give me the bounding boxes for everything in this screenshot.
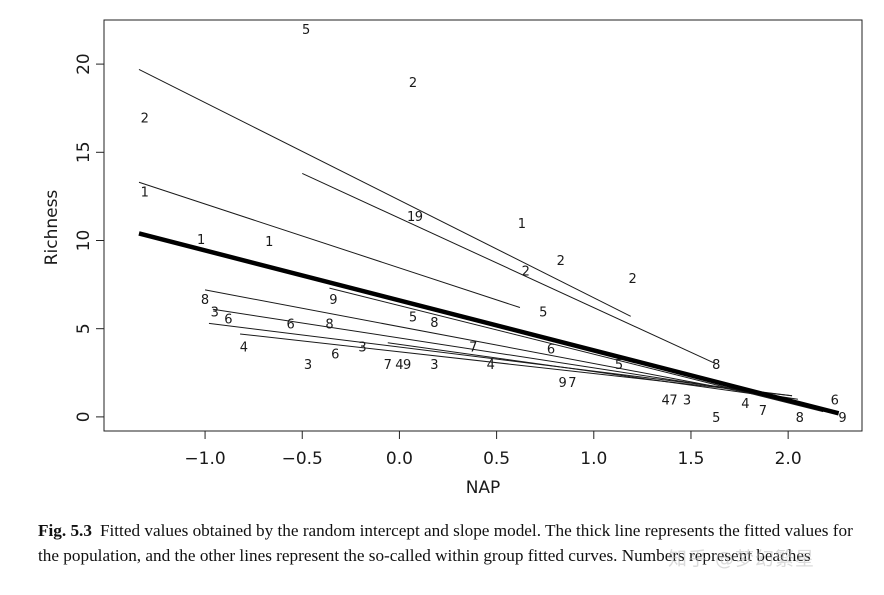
y-axis-title: Richness — [42, 190, 62, 266]
data-point-label: 7 — [568, 376, 576, 391]
data-point-label: 7 — [384, 358, 392, 373]
data-point-label: 1 — [197, 233, 205, 248]
y-tick-label: 15 — [74, 141, 94, 163]
data-point-label: 2 — [141, 111, 149, 126]
data-point-label: 8 — [796, 411, 804, 426]
data-point-label: 7 — [759, 404, 767, 419]
data-point-label: 8 — [325, 318, 333, 333]
beach-fit-line — [208, 322, 793, 397]
data-point-label: 5 — [539, 305, 547, 320]
beach-fit-line — [204, 289, 793, 402]
x-tick-label: −1.0 — [184, 449, 225, 469]
beach-fit-line — [138, 68, 631, 317]
data-point-label: 4 — [487, 358, 495, 373]
y-tick-label: 0 — [74, 411, 94, 422]
data-point-label: 9 — [329, 293, 337, 308]
data-point-label: 2 — [557, 254, 565, 269]
x-tick-label: 0.5 — [483, 449, 510, 469]
data-point-label: 8 — [201, 293, 209, 308]
chart: −1.0 −0.5 0.0 0.5 1.0 1.5 2.005101520NAPRichne… — [42, 19, 863, 498]
data-point-label: 3 — [430, 358, 438, 373]
caption-text: Fitted values obtained by the random int… — [38, 521, 853, 565]
y-tick-label: 10 — [74, 230, 94, 252]
data-point-label: 9 — [415, 210, 423, 225]
beach-fit-line — [239, 333, 793, 397]
x-tick-label: 1.0 — [580, 449, 607, 469]
data-point-label: 6 — [224, 312, 232, 327]
data-point-label: 5 — [615, 358, 623, 373]
data-point-label: 5 — [712, 411, 720, 426]
x-tick-label: 2.0 — [775, 449, 802, 469]
data-point-label: 1 — [518, 217, 526, 232]
data-point-label: 9 — [559, 376, 567, 391]
data-point-label: 9 — [403, 358, 411, 373]
figure: −1.0 −0.5 0.0 0.5 1.0 1.5 2.0 0 5 10 15 20 NAP Richne… — [42, 19, 863, 498]
data-point-label: 6 — [831, 394, 839, 409]
data-point-label: 1 — [265, 235, 273, 250]
data-point-label: 6 — [547, 342, 555, 357]
data-point-label: 4 — [741, 397, 749, 412]
population-fit-line — [138, 231, 840, 416]
data-point-label: 3 — [304, 358, 312, 373]
data-point-label: 9 — [838, 411, 846, 426]
data-point-label: 6 — [286, 318, 294, 333]
data-point-label: 4 — [240, 341, 248, 356]
x-tick-label: 1.5 — [677, 449, 704, 469]
data-point-label: 2 — [409, 76, 417, 91]
data-point-label: 1 — [141, 185, 149, 200]
data-point-label: 2 — [522, 265, 530, 280]
data-point-label: 7 — [669, 394, 677, 409]
data-point-label: 4 — [395, 358, 403, 373]
data-point-label: 2 — [629, 272, 637, 287]
y-tick-label: 20 — [74, 53, 94, 75]
figure-label: Fig. 5.3 — [38, 521, 92, 540]
data-point-label: 3 — [358, 341, 366, 356]
data-point-label: 3 — [683, 394, 691, 409]
beach-fit-line — [302, 173, 717, 365]
x-axis-title: NAP — [466, 478, 501, 498]
plot-frame — [103, 19, 863, 432]
data-point-label: 1 — [407, 210, 415, 225]
data-point-label: 8 — [430, 316, 438, 331]
data-point-label: 6 — [331, 348, 339, 363]
figure-caption: Fig. 5.3 Fitted values obtained by the ra… — [38, 518, 870, 568]
y-tick-label: 5 — [74, 323, 94, 334]
beach-fit-line — [387, 342, 793, 400]
x-tick-label: 0.0 — [386, 449, 413, 469]
data-point-label: 3 — [211, 305, 219, 320]
data-point-label: 7 — [469, 341, 477, 356]
data-point-label: 5 — [302, 23, 310, 38]
beach-fit-line — [138, 181, 521, 308]
data-point-label: 8 — [712, 358, 720, 373]
x-tick-label: −0.5 — [282, 449, 323, 469]
data-point-label: 4 — [662, 394, 670, 409]
data-point-label: 5 — [409, 311, 417, 326]
